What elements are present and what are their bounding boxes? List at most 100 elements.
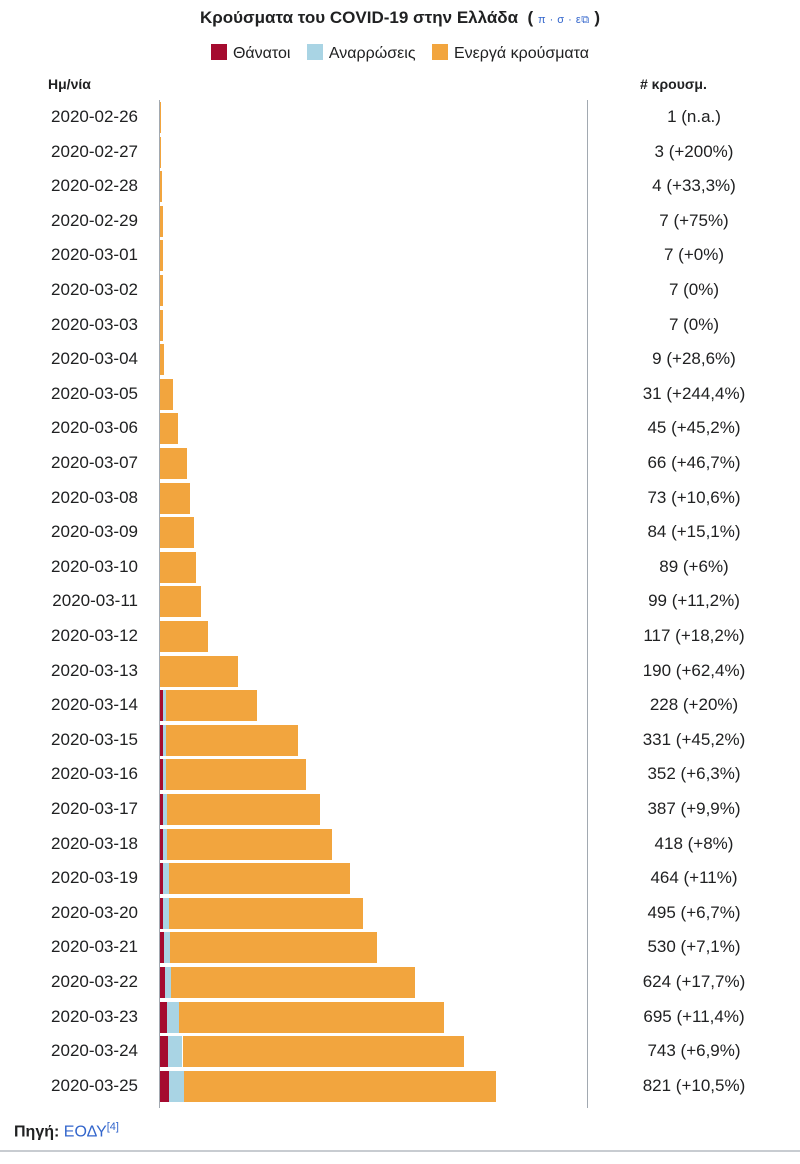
row-date-label: 2020-02-29 (51, 210, 138, 230)
row-date-label: 2020-03-06 (51, 418, 138, 438)
row-date-label: 2020-03-02 (51, 280, 138, 299)
stacked-bar (160, 205, 163, 237)
row-date-label: 2020-03-14 (51, 695, 138, 715)
legend-label-active: Ενεργά κρούσματα (453, 45, 590, 62)
bar-segment-recoveries (163, 724, 166, 756)
bar-segment-deaths (160, 1001, 167, 1033)
row-date-label: 2020-03-23 (51, 1006, 138, 1026)
legend-item-deaths: Θάνατοι (210, 44, 290, 63)
stacked-bar (160, 275, 163, 306)
external-link-icon: ⧉ (581, 14, 590, 26)
source-note: Πηγή: ΕΟΔΥ[4] (14, 1121, 119, 1141)
row-case-count: 695 (+11,4%) (643, 1006, 745, 1026)
bar-segment-active (160, 136, 162, 168)
bar-segment-active (171, 967, 416, 998)
row-date-label: 2020-02-26 (51, 107, 138, 126)
legend-item-recoveries: Αναρρώσεις (306, 44, 416, 63)
source-link[interactable]: ΕΟΔΥ (63, 1123, 107, 1141)
row-date-label: 2020-03-10 (51, 556, 138, 576)
template-links[interactable]: π · σ · ε (537, 14, 582, 26)
bar-segment-active (160, 621, 208, 652)
row-case-count: 418 (+8%) (654, 833, 734, 853)
bar-segment-active (168, 863, 351, 895)
row-date-label: 2020-03-13 (51, 660, 138, 680)
bar-segment-deaths (160, 690, 163, 722)
chart-row: 2020-03-08 73 (+10,6%) (0, 481, 800, 516)
stacked-bar (160, 309, 163, 341)
legend: Θάνατοι Αναρρώσεις Ενεργά κρούσματα (0, 44, 800, 63)
stacked-bar (160, 171, 162, 203)
legend-item-active: Ενεργά κρούσματα (431, 44, 590, 63)
bar-segment-recoveries (167, 1036, 183, 1068)
bar-segment-active (160, 309, 163, 341)
bar-segment-deaths (160, 759, 163, 791)
chart-row: 2020-03-12 117 (+18,2%) (0, 619, 800, 654)
row-date-label: 2020-03-22 (51, 972, 138, 991)
stacked-bar (160, 1001, 445, 1033)
chart-axis-line (159, 100, 160, 1108)
bar-segment-active (160, 586, 201, 618)
row-case-count: 117 (+18,2%) (643, 626, 745, 645)
row-case-count: 331 (+45,2%) (642, 729, 746, 749)
chart-row: 2020-02-26 1 (n.a.) (0, 100, 800, 135)
stacked-bar (160, 586, 201, 618)
source-reference[interactable]: [4] (106, 1121, 119, 1133)
chart-row: 2020-03-13 190 (+62,4%) (0, 654, 800, 689)
stacked-bar (160, 448, 187, 479)
bar-segment-active (160, 517, 195, 549)
stacked-bar (160, 102, 161, 133)
row-case-count: 352 (+6,3%) (647, 764, 741, 784)
bar-segment-recoveries (169, 1070, 184, 1102)
chart-row: 2020-02-28 4 (+33,3%) (0, 169, 800, 204)
stacked-bar (160, 967, 416, 998)
chart-row: 2020-03-17 387 (+9,9%) (0, 792, 800, 827)
row-date-label: 2020-03-12 (51, 626, 138, 645)
row-date-label: 2020-03-15 (51, 729, 138, 749)
row-case-count: 66 (+46,7%) (647, 453, 741, 472)
bar-segment-active (160, 551, 197, 583)
chart-row: 2020-02-29 7 (+75%) (0, 204, 800, 239)
bar-segment-active (160, 275, 163, 306)
chart-row: 2020-03-09 84 (+15,1%) (0, 515, 800, 550)
stacked-bar (160, 1036, 465, 1068)
row-case-count: 45 (+45,2%) (647, 418, 741, 438)
chart-row: 2020-03-06 45 (+45,2%) (0, 411, 800, 446)
chart-row: 2020-03-07 66 (+46,7%) (0, 446, 800, 481)
row-case-count: 624 (+17,7%) (642, 972, 746, 991)
legend-swatch-deaths (210, 44, 227, 60)
bar-segment-active (166, 724, 298, 756)
row-case-count: 89 (+6%) (659, 556, 729, 576)
row-date-label: 2020-03-21 (51, 937, 138, 957)
row-date-label: 2020-03-01 (51, 245, 138, 265)
stacked-bar (160, 1070, 496, 1102)
bar-segment-recoveries (164, 932, 170, 964)
row-date-label: 2020-03-20 (51, 902, 138, 922)
stacked-bar (160, 621, 208, 652)
bar-segment-active (169, 932, 377, 964)
row-date-label: 2020-03-24 (51, 1041, 138, 1061)
stacked-bar (160, 828, 332, 860)
bar-segment-deaths (160, 967, 166, 998)
row-date-label: 2020-02-27 (51, 141, 138, 161)
row-case-count: 1 (n.a.) (667, 107, 721, 126)
row-date-label: 2020-03-09 (51, 522, 138, 542)
row-date-label: 2020-03-25 (51, 1075, 138, 1095)
stacked-bar (160, 932, 377, 964)
row-date-label: 2020-03-19 (51, 868, 138, 888)
bar-segment-active (183, 1070, 496, 1102)
bar-segment-active (160, 655, 238, 687)
row-date-label: 2020-03-05 (51, 383, 138, 403)
row-case-count: 7 (+0%) (664, 245, 724, 265)
stacked-bar (160, 724, 298, 756)
row-case-count: 84 (+15,1%) (647, 522, 741, 542)
chart-row: 2020-03-10 89 (+6%) (0, 550, 800, 585)
bar-segment-deaths (160, 828, 163, 860)
row-date-label: 2020-03-03 (51, 314, 138, 334)
stacked-bar (160, 759, 306, 791)
bar-segment-active (160, 205, 163, 237)
bar-segment-recoveries (163, 863, 169, 895)
chart-row: 2020-03-18 418 (+8%) (0, 827, 800, 862)
bar-segment-active (160, 482, 190, 514)
bar-segment-active (160, 240, 163, 272)
chart-row: 2020-03-14 228 (+20%) (0, 688, 800, 723)
